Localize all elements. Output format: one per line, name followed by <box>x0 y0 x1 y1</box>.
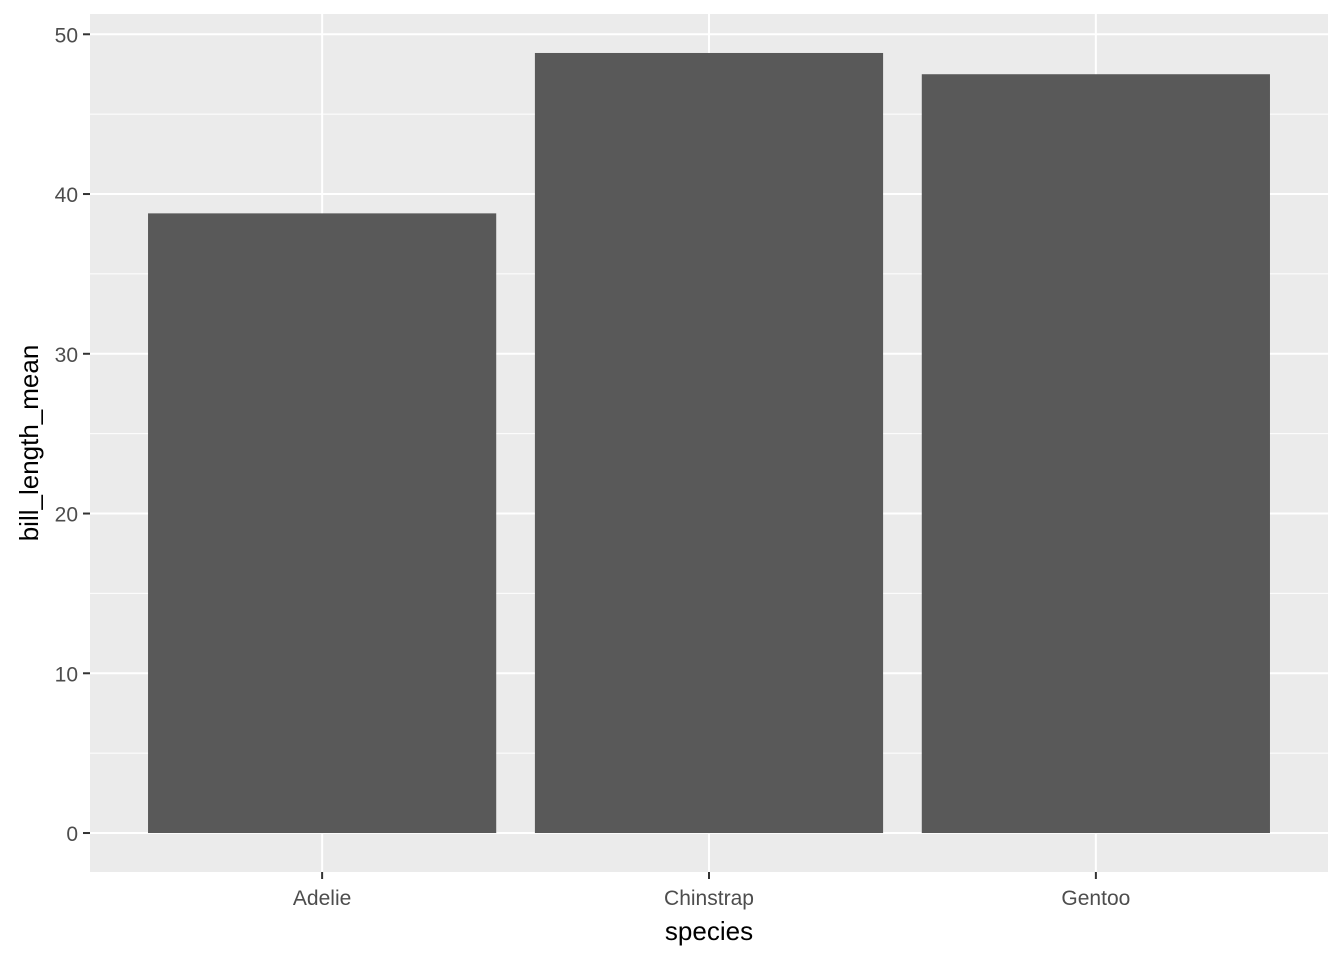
y-tick-label: 50 <box>55 24 78 47</box>
bars <box>148 52 1270 834</box>
y-axis-title: bill_length_mean <box>14 345 44 542</box>
y-tick-label: 0 <box>66 823 78 846</box>
y-axis: 0 10 20 30 40 50 <box>55 24 90 846</box>
y-tick-label: 40 <box>55 184 78 207</box>
bar-chinstrap <box>534 52 884 834</box>
y-tick-label: 30 <box>55 344 78 367</box>
x-axis: Adelie Chinstrap Gentoo <box>293 872 1130 910</box>
x-tick-label: Gentoo <box>1061 887 1130 910</box>
bar-adelie <box>148 213 497 834</box>
y-tick-label: 10 <box>55 663 78 686</box>
x-tick-label: Chinstrap <box>664 887 754 910</box>
x-tick-label: Adelie <box>293 887 351 910</box>
y-tick-label: 20 <box>55 504 78 527</box>
x-axis-title: species <box>665 916 753 946</box>
bar-gentoo <box>921 74 1270 834</box>
